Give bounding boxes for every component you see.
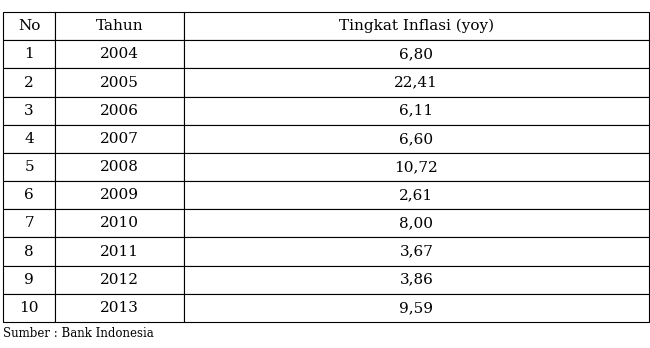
Bar (184, 69, 649, 97)
Bar (3, 209, 55, 237)
Bar (55, 209, 184, 237)
Bar (3, 181, 55, 209)
Text: 2011: 2011 (100, 245, 139, 259)
Text: Tingkat Inflasi (yoy): Tingkat Inflasi (yoy) (339, 19, 494, 33)
Text: 10: 10 (20, 301, 39, 315)
Bar (55, 181, 184, 209)
Text: 2007: 2007 (100, 132, 139, 146)
Bar (184, 40, 649, 69)
Bar (55, 266, 184, 294)
Bar (184, 181, 649, 209)
Bar (3, 237, 55, 266)
Text: 2013: 2013 (100, 301, 139, 315)
Text: 2,61: 2,61 (399, 188, 434, 202)
Text: 3: 3 (24, 104, 34, 118)
Text: 7: 7 (24, 216, 34, 230)
Text: 6,60: 6,60 (399, 132, 434, 146)
Text: 9,59: 9,59 (399, 301, 434, 315)
Text: 2008: 2008 (100, 160, 139, 174)
Bar (55, 294, 184, 322)
Text: 9: 9 (24, 273, 34, 287)
Text: 2004: 2004 (100, 47, 139, 61)
Text: 8,00: 8,00 (399, 216, 434, 230)
Text: 3,86: 3,86 (399, 273, 434, 287)
Bar (3, 294, 55, 322)
Bar (55, 12, 184, 40)
Text: No: No (18, 19, 40, 33)
Bar (184, 97, 649, 125)
Text: 1: 1 (24, 47, 34, 61)
Text: 4: 4 (24, 132, 34, 146)
Text: 2010: 2010 (100, 216, 139, 230)
Text: 2: 2 (24, 76, 34, 89)
Text: 2009: 2009 (100, 188, 139, 202)
Bar (184, 237, 649, 266)
Bar (55, 237, 184, 266)
Bar (184, 209, 649, 237)
Bar (3, 125, 55, 153)
Text: 2006: 2006 (100, 104, 139, 118)
Text: 6,80: 6,80 (399, 47, 434, 61)
Text: Sumber : Bank Indonesia: Sumber : Bank Indonesia (3, 327, 154, 340)
Bar (184, 266, 649, 294)
Text: 6: 6 (24, 188, 34, 202)
Bar (184, 153, 649, 181)
Text: Tahun: Tahun (96, 19, 143, 33)
Bar (55, 40, 184, 69)
Bar (55, 97, 184, 125)
Bar (3, 153, 55, 181)
Bar (184, 125, 649, 153)
Bar (55, 125, 184, 153)
Bar (3, 40, 55, 69)
Text: 3,67: 3,67 (399, 245, 434, 259)
Text: 22,41: 22,41 (395, 76, 438, 89)
Text: 6,11: 6,11 (399, 104, 434, 118)
Text: 2005: 2005 (100, 76, 139, 89)
Bar (3, 97, 55, 125)
Bar (3, 12, 55, 40)
Bar (184, 12, 649, 40)
Bar (55, 153, 184, 181)
Text: 2012: 2012 (100, 273, 139, 287)
Bar (3, 266, 55, 294)
Bar (3, 69, 55, 97)
Text: 5: 5 (24, 160, 34, 174)
Bar (55, 69, 184, 97)
Text: 8: 8 (24, 245, 34, 259)
Text: 10,72: 10,72 (395, 160, 438, 174)
Bar (184, 294, 649, 322)
